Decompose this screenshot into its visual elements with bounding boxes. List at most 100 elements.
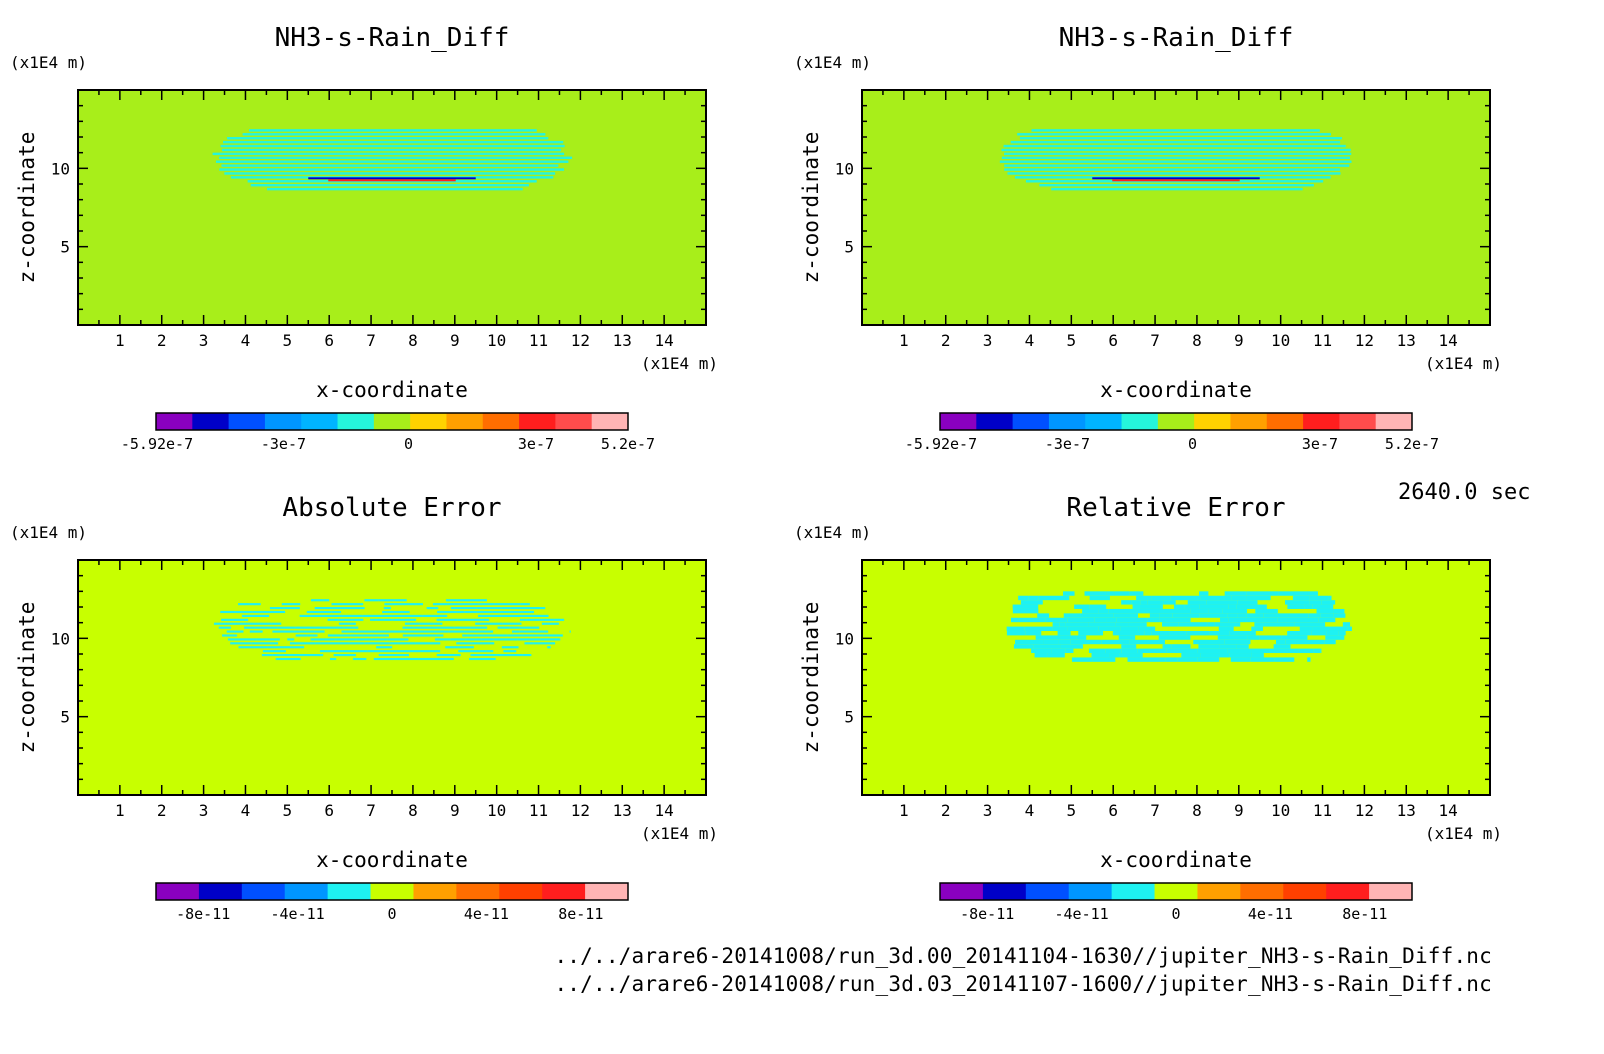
anomaly-cell	[1144, 630, 1152, 636]
x-tick-label: 11	[529, 331, 548, 350]
anomaly-cell	[1012, 608, 1039, 614]
x-tick-label: 11	[529, 801, 548, 820]
anomaly-cell	[1078, 630, 1104, 636]
anomaly-cell	[471, 642, 483, 645]
anomaly-cell	[235, 610, 243, 614]
colorbar-swatch	[284, 883, 329, 900]
chart-panel-top-right: NH3-s-Rain_Diff(x1E4 m)1 2 3 4 5 6 7 8 9 10 11 12 13…	[794, 23, 1502, 453]
anomaly-cell	[437, 610, 457, 614]
anomaly-band	[1001, 156, 1351, 160]
anomaly-band	[266, 187, 523, 191]
anomaly-cell	[420, 650, 441, 653]
anomaly-cell	[295, 626, 316, 629]
anomaly-band	[227, 137, 549, 140]
anomaly-cell	[1131, 600, 1141, 605]
anomaly-cell	[1187, 600, 1207, 605]
anomaly-cell	[1254, 622, 1264, 627]
x-tick-label: 13	[1397, 331, 1416, 350]
anomaly-cell	[1037, 613, 1050, 618]
colorbar-swatch	[327, 883, 372, 900]
anomaly-band	[1039, 184, 1314, 187]
colorbar-swatch	[1369, 883, 1413, 900]
anomaly-cell	[1162, 622, 1179, 627]
x-tick-label: 8	[408, 801, 418, 820]
anomaly-cell	[464, 610, 477, 614]
anomaly-cell	[1186, 630, 1210, 636]
anomaly-cell	[445, 654, 461, 657]
colorbar-swatch	[1197, 883, 1241, 900]
anomaly-cell	[1024, 626, 1053, 631]
anomaly-cell	[501, 646, 519, 649]
x-axis-label: x-coordinate	[1100, 378, 1252, 402]
anomaly-cell	[1106, 617, 1117, 623]
anomaly-cell	[251, 642, 279, 645]
anomaly-cell	[1031, 648, 1052, 654]
y-axis-label: z-coordinate	[799, 132, 823, 284]
anomaly-cell	[528, 634, 544, 637]
y-axis-label: z-coordinate	[15, 132, 39, 284]
anomaly-cell	[262, 650, 286, 653]
colorbar-swatch	[1283, 883, 1327, 900]
x-tick-label: 5	[1067, 331, 1077, 350]
x-tick-label: 1	[899, 331, 909, 350]
chart-title: Absolute Error	[282, 493, 501, 523]
anomaly-band	[1004, 164, 1350, 167]
colorbar-tick-label: -4e-11	[271, 905, 325, 923]
anomaly-cell	[1081, 613, 1114, 618]
x-tick-label: 2	[941, 331, 951, 350]
anomaly-cell	[1082, 608, 1099, 614]
anomaly-cell	[1278, 591, 1308, 596]
anomaly-cell	[1140, 600, 1148, 605]
colorbar-swatch	[555, 413, 593, 430]
anomaly-cell	[242, 622, 272, 625]
colorbar-swatch	[1339, 413, 1377, 430]
x-tick-label: 2	[157, 331, 167, 350]
anomaly-cell	[462, 630, 494, 633]
anomaly-cell	[339, 614, 352, 617]
anomaly-cell	[1146, 639, 1165, 645]
anomaly-cell	[1255, 608, 1269, 614]
colorbar-swatch	[228, 413, 266, 430]
colorbar-tick-label: -3e-7	[261, 435, 306, 453]
anomaly-cell	[1316, 608, 1334, 614]
anomaly-cell	[1106, 591, 1115, 596]
anomaly-cell	[543, 634, 563, 637]
anomaly-cell	[304, 654, 316, 657]
anomaly-cell	[1115, 622, 1129, 627]
anomaly-cell	[1263, 613, 1289, 618]
colorbar-tick-label: 5.2e-7	[1385, 435, 1439, 453]
anomaly-band	[215, 160, 569, 163]
x-tick-label: 12	[571, 801, 590, 820]
colorbar-swatch	[585, 883, 629, 900]
anomaly-cell	[299, 630, 325, 633]
anomaly-cell	[1228, 604, 1237, 609]
anomaly-cell	[370, 618, 377, 621]
anomaly-cell	[306, 610, 332, 614]
anomaly-cell	[255, 626, 278, 629]
anomaly-cell	[519, 626, 532, 629]
colorbar-swatch	[192, 413, 230, 430]
anomaly-cell	[1159, 617, 1191, 623]
colorbar-swatch	[1375, 413, 1413, 430]
anomaly-cell	[327, 634, 351, 637]
anomaly-cell	[310, 599, 324, 602]
x-tick-label: 13	[613, 331, 632, 350]
anomaly-cell	[1135, 608, 1164, 614]
anomaly-cell	[383, 618, 393, 621]
anomaly-cell	[1222, 608, 1248, 614]
anomaly-cell	[1197, 648, 1228, 654]
anomaly-cell	[1320, 648, 1322, 654]
colorbar-tick-label: 3e-7	[518, 435, 554, 453]
x-axis-label: x-coordinate	[1100, 848, 1252, 872]
anomaly-cell	[383, 607, 391, 610]
colorbar-swatch	[1025, 883, 1070, 900]
anomaly-cell	[1328, 595, 1332, 601]
anomaly-cell	[533, 642, 556, 645]
anomaly-cell	[241, 614, 270, 617]
anomaly-cell	[1237, 600, 1258, 605]
anomaly-cell	[331, 603, 364, 606]
anomaly-cell	[402, 634, 425, 637]
anomaly-band	[999, 160, 1352, 163]
anomaly-cell	[1325, 635, 1345, 640]
anomaly-cell	[281, 603, 301, 606]
